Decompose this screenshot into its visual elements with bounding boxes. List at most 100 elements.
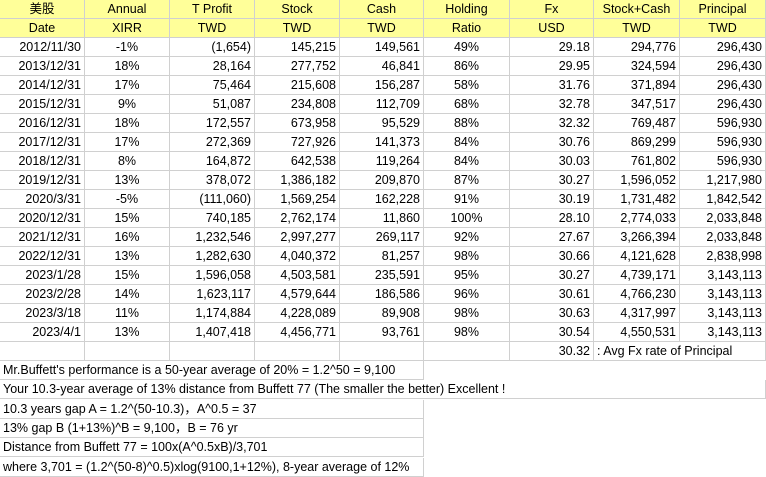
cell-date[interactable]: 2023/1/28: [0, 266, 85, 285]
cell-stock[interactable]: 1,386,182: [255, 171, 340, 190]
header-cell-principal[interactable]: TWD: [680, 19, 766, 38]
cell-fx[interactable]: 32.32: [510, 114, 594, 133]
cell-cash[interactable]: 156,287: [340, 76, 424, 95]
cell-stock[interactable]: 673,958: [255, 114, 340, 133]
empty-cell[interactable]: [0, 342, 85, 361]
cell-stock-cash[interactable]: 324,594: [594, 57, 680, 76]
cell-cash[interactable]: 269,117: [340, 228, 424, 247]
note-line[interactable]: where 3,701 = (1.2^(50-8)^0.5)xlog(9100,…: [0, 457, 424, 477]
cell-fx[interactable]: 27.67: [510, 228, 594, 247]
cell-stock[interactable]: 145,215: [255, 38, 340, 57]
cell-fx[interactable]: 30.76: [510, 133, 594, 152]
cell-principal[interactable]: 2,033,848: [680, 228, 766, 247]
cell-principal[interactable]: 3,143,113: [680, 304, 766, 323]
cell-date[interactable]: 2023/3/18: [0, 304, 85, 323]
cell-date[interactable]: 2012/11/30: [0, 38, 85, 57]
header-cell-fx[interactable]: USD: [510, 19, 594, 38]
cell-principal[interactable]: 3,143,113: [680, 323, 766, 342]
cell-stock[interactable]: 277,752: [255, 57, 340, 76]
cell-stock[interactable]: 642,538: [255, 152, 340, 171]
cell-date[interactable]: 2023/2/28: [0, 285, 85, 304]
cell-holding-ratio[interactable]: 98%: [424, 304, 510, 323]
header-cell-t-profit[interactable]: TWD: [170, 19, 255, 38]
cell-date[interactable]: 2015/12/31: [0, 95, 85, 114]
cell-principal[interactable]: 296,430: [680, 76, 766, 95]
cell-stock[interactable]: 4,040,372: [255, 247, 340, 266]
cell-stock-cash[interactable]: 1,596,052: [594, 171, 680, 190]
cell-stock-cash[interactable]: 2,774,033: [594, 209, 680, 228]
cell-xirr[interactable]: 13%: [85, 247, 170, 266]
cell-stock-cash[interactable]: 869,299: [594, 133, 680, 152]
header-cell-stock[interactable]: TWD: [255, 19, 340, 38]
cell-stock-cash[interactable]: 3,266,394: [594, 228, 680, 247]
cell-t-profit[interactable]: 1,232,546: [170, 228, 255, 247]
empty-cell[interactable]: [170, 342, 255, 361]
cell-fx[interactable]: 30.61: [510, 285, 594, 304]
cell-cash[interactable]: 162,228: [340, 190, 424, 209]
cell-fx[interactable]: 30.63: [510, 304, 594, 323]
cell-holding-ratio[interactable]: 84%: [424, 133, 510, 152]
header-cell-date[interactable]: 美股: [0, 0, 85, 19]
cell-holding-ratio[interactable]: 68%: [424, 95, 510, 114]
cell-stock[interactable]: 4,228,089: [255, 304, 340, 323]
header-cell-xirr[interactable]: Annual: [85, 0, 170, 19]
cell-holding-ratio[interactable]: 58%: [424, 76, 510, 95]
note-line[interactable]: 10.3 years gap A = 1.2^(50-10.3)，A^0.5 =…: [0, 399, 424, 419]
cell-t-profit[interactable]: (1,654): [170, 38, 255, 57]
cell-t-profit[interactable]: 1,596,058: [170, 266, 255, 285]
empty-cell[interactable]: [424, 342, 510, 361]
cell-holding-ratio[interactable]: 98%: [424, 247, 510, 266]
cell-t-profit[interactable]: 28,164: [170, 57, 255, 76]
header-cell-stock-cash[interactable]: TWD: [594, 19, 680, 38]
cell-holding-ratio[interactable]: 92%: [424, 228, 510, 247]
cell-t-profit[interactable]: 740,185: [170, 209, 255, 228]
header-cell-stock[interactable]: Stock: [255, 0, 340, 19]
cell-principal[interactable]: 1,842,542: [680, 190, 766, 209]
cell-stock-cash[interactable]: 769,487: [594, 114, 680, 133]
cell-xirr[interactable]: 18%: [85, 57, 170, 76]
cell-cash[interactable]: 186,586: [340, 285, 424, 304]
cell-stock-cash[interactable]: 347,517: [594, 95, 680, 114]
cell-xirr[interactable]: 14%: [85, 285, 170, 304]
cell-xirr[interactable]: 15%: [85, 209, 170, 228]
cell-holding-ratio[interactable]: 88%: [424, 114, 510, 133]
cell-xirr[interactable]: 8%: [85, 152, 170, 171]
header-cell-stock-cash[interactable]: Stock+Cash: [594, 0, 680, 19]
note-line[interactable]: Your 10.3-year average of 13% distance f…: [0, 380, 766, 400]
cell-cash[interactable]: 119,264: [340, 152, 424, 171]
cell-stock-cash[interactable]: 4,121,628: [594, 247, 680, 266]
note-line[interactable]: Mr.Buffett's performance is a 50-year av…: [0, 361, 424, 380]
cell-date[interactable]: 2013/12/31: [0, 57, 85, 76]
cell-cash[interactable]: 235,591: [340, 266, 424, 285]
cell-holding-ratio[interactable]: 100%: [424, 209, 510, 228]
empty-cell[interactable]: [255, 342, 340, 361]
cell-principal[interactable]: 3,143,113: [680, 285, 766, 304]
cell-date[interactable]: 2017/12/31: [0, 133, 85, 152]
cell-fx[interactable]: 30.03: [510, 152, 594, 171]
cell-principal[interactable]: 596,930: [680, 152, 766, 171]
cell-cash[interactable]: 209,870: [340, 171, 424, 190]
header-cell-holding-ratio[interactable]: Ratio: [424, 19, 510, 38]
empty-cell[interactable]: [85, 342, 170, 361]
header-cell-holding-ratio[interactable]: Holding: [424, 0, 510, 19]
cell-stock[interactable]: 1,569,254: [255, 190, 340, 209]
cell-t-profit[interactable]: 272,369: [170, 133, 255, 152]
cell-t-profit[interactable]: 51,087: [170, 95, 255, 114]
cell-t-profit[interactable]: 1,282,630: [170, 247, 255, 266]
cell-xirr[interactable]: 9%: [85, 95, 170, 114]
cell-date[interactable]: 2021/12/31: [0, 228, 85, 247]
cell-date[interactable]: 2019/12/31: [0, 171, 85, 190]
cell-holding-ratio[interactable]: 91%: [424, 190, 510, 209]
note-line[interactable]: Distance from Buffett 77 = 100x(A^0.5xB)…: [0, 438, 424, 458]
cell-cash[interactable]: 89,908: [340, 304, 424, 323]
cell-principal[interactable]: 1,217,980: [680, 171, 766, 190]
cell-xirr[interactable]: 15%: [85, 266, 170, 285]
cell-principal[interactable]: 3,143,113: [680, 266, 766, 285]
cell-stock[interactable]: 4,579,644: [255, 285, 340, 304]
cell-stock[interactable]: 727,926: [255, 133, 340, 152]
cell-fx[interactable]: 29.95: [510, 57, 594, 76]
cell-xirr[interactable]: 13%: [85, 323, 170, 342]
cell-cash[interactable]: 11,860: [340, 209, 424, 228]
header-cell-date[interactable]: Date: [0, 19, 85, 38]
empty-cell[interactable]: [340, 342, 424, 361]
